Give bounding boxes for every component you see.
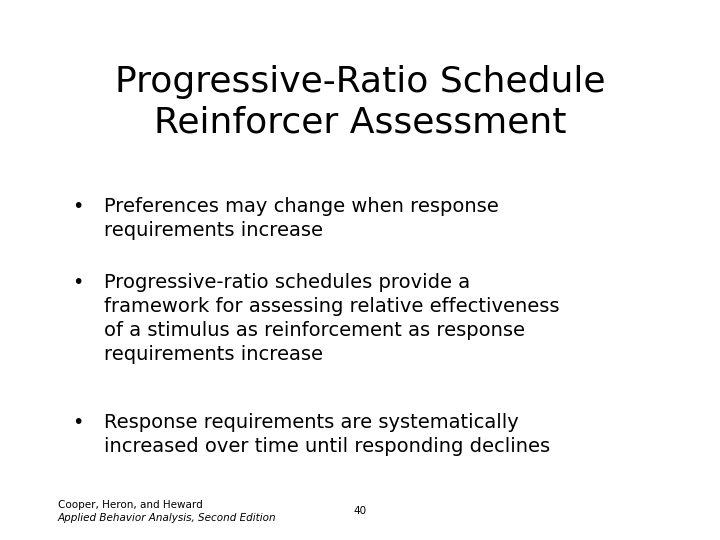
Text: •: •	[72, 273, 84, 292]
Text: Preferences may change when response
requirements increase: Preferences may change when response req…	[104, 197, 499, 240]
Text: 40: 40	[354, 506, 366, 516]
Text: Progressive-Ratio Schedule
Reinforcer Assessment: Progressive-Ratio Schedule Reinforcer As…	[114, 65, 606, 139]
Text: Cooper, Heron, and Heward: Cooper, Heron, and Heward	[58, 500, 202, 510]
Text: Progressive-ratio schedules provide a
framework for assessing relative effective: Progressive-ratio schedules provide a fr…	[104, 273, 560, 364]
Text: Response requirements are systematically
increased over time until responding de: Response requirements are systematically…	[104, 413, 551, 456]
Text: Applied Behavior Analysis, Second Edition: Applied Behavior Analysis, Second Editio…	[58, 513, 276, 523]
Text: •: •	[72, 413, 84, 432]
Text: •: •	[72, 197, 84, 216]
